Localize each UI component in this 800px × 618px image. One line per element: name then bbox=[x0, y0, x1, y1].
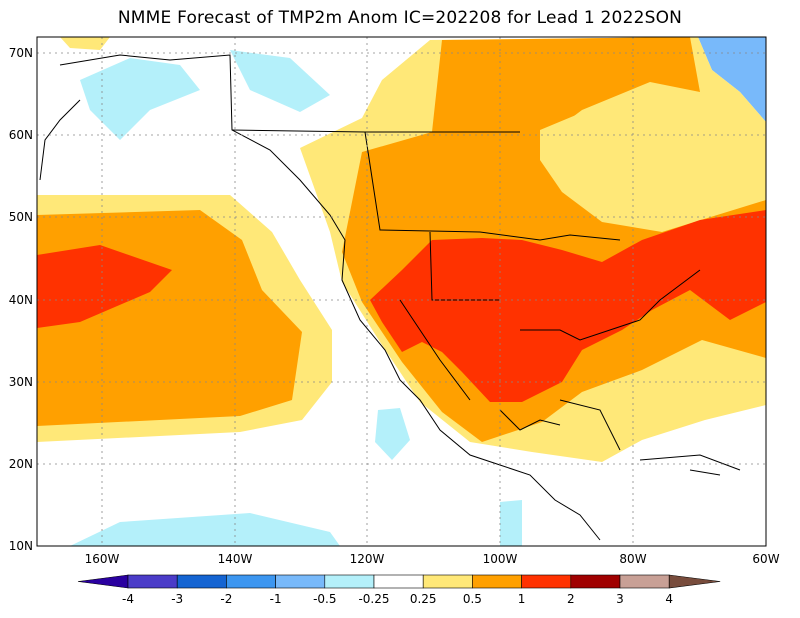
lon-tick: 140W bbox=[218, 552, 253, 566]
colorbar-arrow-high bbox=[668, 574, 721, 589]
colorbar-label: 1 bbox=[518, 592, 526, 606]
colorbar-bin bbox=[275, 574, 326, 589]
colorbar-bin bbox=[619, 574, 670, 589]
colorbar-label: -1 bbox=[270, 592, 282, 606]
lat-tick: 20N bbox=[9, 457, 33, 471]
lat-tick: 30N bbox=[9, 375, 33, 389]
lon-tick: 80W bbox=[619, 552, 646, 566]
colorbar: -4 -3 -2 -1 -0.5 -0.25 0.25 0.5 1 2 3 4 bbox=[77, 574, 721, 606]
lat-tick: 40N bbox=[9, 293, 33, 307]
lon-tick: 60W bbox=[752, 552, 779, 566]
colorbar-label: -4 bbox=[122, 592, 134, 606]
colorbar-bin bbox=[570, 574, 621, 589]
lon-tick: 160W bbox=[85, 552, 120, 566]
coastlines bbox=[39, 54, 741, 541]
lon-tick: 100W bbox=[483, 552, 518, 566]
grid-lines bbox=[37, 37, 766, 546]
lat-tick: 60N bbox=[9, 128, 33, 142]
map-panel bbox=[36, 36, 767, 547]
colorbar-bin bbox=[176, 574, 227, 589]
anomaly-light-blue bbox=[70, 50, 522, 546]
colorbar-label: -0.25 bbox=[358, 592, 389, 606]
lat-tick: 50N bbox=[9, 210, 33, 224]
lat-tick: 70N bbox=[9, 46, 33, 60]
colorbar-label: 0.5 bbox=[463, 592, 482, 606]
colorbar-label: -2 bbox=[220, 592, 232, 606]
colorbar-bin bbox=[226, 574, 276, 589]
lat-tick: 10N bbox=[9, 539, 33, 553]
colorbar-label: 2 bbox=[567, 592, 575, 606]
anomaly-light-yellow-hudson bbox=[540, 105, 652, 196]
colorbar-label: 3 bbox=[616, 592, 624, 606]
colorbar-label: -0.5 bbox=[313, 592, 336, 606]
map-title: NMME Forecast of TMP2m Anom IC=202208 fo… bbox=[117, 8, 683, 28]
anomaly-red bbox=[37, 210, 766, 402]
colorbar-bin bbox=[472, 574, 522, 589]
colorbar-bin bbox=[521, 574, 572, 589]
colorbar-label: 4 bbox=[665, 592, 673, 606]
colorbar-arrow-low bbox=[77, 574, 129, 589]
colorbar-label: 0.25 bbox=[410, 592, 437, 606]
lon-tick: 120W bbox=[350, 552, 385, 566]
lon-tick-labels: 160W 140W 120W 100W 80W 60W bbox=[85, 552, 780, 566]
colorbar-bin bbox=[324, 574, 375, 589]
colorbar-bin bbox=[373, 574, 424, 589]
colorbar-bin bbox=[127, 574, 178, 589]
colorbar-bin bbox=[422, 574, 473, 589]
anomaly-blue-corner bbox=[698, 37, 766, 122]
colorbar-label: -3 bbox=[171, 592, 183, 606]
lat-tick-labels: 10N 20N 30N 40N 50N 60N 70N bbox=[9, 46, 33, 553]
